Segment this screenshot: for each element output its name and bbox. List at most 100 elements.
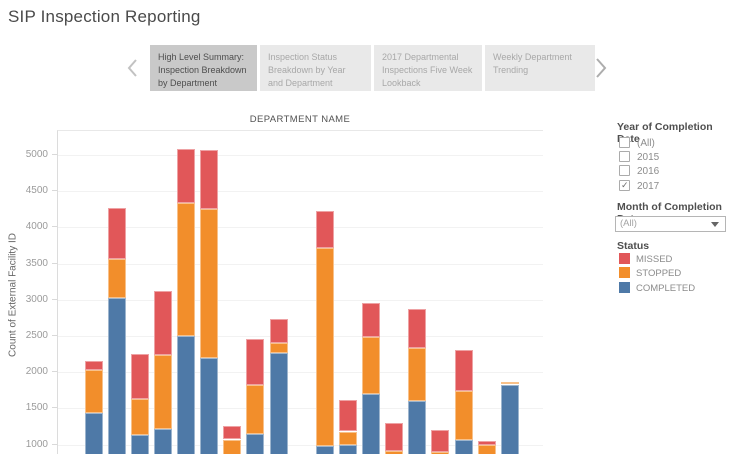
bar-segment-stopped[interactable] [385, 451, 404, 454]
bar-segment-stopped[interactable] [107, 259, 126, 299]
bar-slot-15 [408, 131, 427, 454]
bar-segment-missed[interactable] [385, 422, 404, 452]
bar-segment-missed[interactable] [408, 308, 427, 348]
bar-slot-7 [223, 131, 242, 454]
bar-segment-completed[interactable] [177, 336, 195, 454]
gridline [58, 155, 543, 156]
stopped-color-swatch-icon [619, 267, 630, 278]
tab-2017-five-week-lookback[interactable]: 2017 Departmental Inspections Five Week … [374, 45, 482, 91]
bar-segment-stopped[interactable] [500, 382, 519, 385]
year-filter-title: Year of Completion Date [617, 121, 713, 145]
gridline [58, 191, 543, 193]
bar-segment-missed[interactable] [200, 149, 219, 210]
checkbox-icon[interactable] [619, 180, 630, 191]
bar-slot-1 [84, 131, 103, 454]
y-tick-mark [52, 443, 57, 445]
prev-tab-chevron-icon[interactable] [126, 58, 139, 78]
bar-segment-stopped[interactable] [84, 370, 103, 413]
bar-slot-11 [315, 131, 334, 454]
missed-color-swatch-icon [619, 253, 630, 264]
bar-segment-stopped[interactable] [246, 385, 265, 434]
bar-segment-stopped[interactable] [177, 202, 195, 336]
bar-segment-completed[interactable] [130, 435, 149, 454]
bar-segment-missed[interactable] [177, 149, 195, 203]
tab-high-level-summary[interactable]: High Level Summary: Inspection Breakdown… [150, 45, 257, 91]
gridline [58, 444, 543, 446]
legend-label: STOPPED [636, 268, 682, 279]
legend-label: COMPLETED [636, 283, 696, 294]
bar-segment-missed[interactable] [431, 430, 450, 452]
bar-segment-missed[interactable] [246, 338, 265, 386]
bar-segment-missed[interactable] [223, 425, 242, 440]
bar-segment-missed[interactable] [315, 210, 334, 249]
bar-segment-stopped[interactable] [315, 248, 334, 447]
bar-segment-stopped[interactable] [338, 431, 357, 446]
gridline [58, 299, 543, 301]
bar-segment-stopped[interactable] [408, 347, 427, 402]
tab-label: 2017 Departmental Inspections Five Week … [382, 52, 473, 89]
y-tick-mark [52, 154, 57, 155]
bar-segment-completed[interactable] [84, 412, 103, 454]
bar-segment-missed[interactable] [269, 318, 288, 344]
bar-segment-completed[interactable] [315, 446, 334, 454]
bar-segment-completed[interactable] [500, 384, 519, 454]
bar-segment-completed[interactable] [200, 357, 219, 454]
bar-segment-missed[interactable] [84, 361, 103, 370]
tab-weekly-department-trending[interactable]: Weekly Department Trending [485, 45, 595, 91]
bar-segment-completed[interactable] [269, 352, 288, 454]
bar-segment-missed[interactable] [477, 441, 496, 445]
bar-segment-stopped[interactable] [223, 439, 242, 454]
bar-segment-stopped[interactable] [200, 209, 219, 358]
bar-segment-completed[interactable] [153, 428, 172, 454]
gridline [58, 408, 543, 410]
checkbox-label: 2016 [637, 166, 660, 177]
y-tick-mark [52, 371, 57, 373]
chart-title: DEPARTMENT NAME [249, 114, 351, 125]
bar-segment-completed[interactable] [362, 393, 381, 454]
dropdown-value: (All) [620, 218, 637, 229]
bar-segment-stopped[interactable] [362, 337, 381, 394]
y-tick-label: 4000 [25, 221, 48, 233]
y-tick-label: 3500 [25, 257, 48, 269]
checkbox-icon[interactable] [619, 165, 630, 176]
bar-segment-missed[interactable] [454, 349, 473, 391]
bar-slot-9 [269, 131, 288, 454]
y-tick-mark [52, 226, 57, 228]
bar-segment-completed[interactable] [246, 433, 265, 454]
y-tick-mark [52, 298, 57, 300]
bar-slot-6 [200, 131, 219, 454]
bar-slot-5 [177, 131, 195, 454]
bar-segment-stopped[interactable] [454, 391, 473, 441]
checkbox-icon[interactable] [619, 137, 630, 148]
bar-segment-completed[interactable] [454, 440, 473, 454]
bar-segment-missed[interactable] [107, 207, 126, 260]
bar-segment-stopped[interactable] [269, 343, 288, 353]
bar-segment-stopped[interactable] [477, 444, 496, 454]
bar-segment-completed[interactable] [107, 298, 126, 454]
y-tick-mark [52, 262, 57, 264]
bar-segment-missed[interactable] [130, 354, 149, 399]
bar-slot-12 [338, 131, 357, 454]
bar-segment-stopped[interactable] [431, 451, 450, 454]
y-tick-mark [52, 190, 57, 192]
y-tick-mark [52, 407, 57, 409]
next-tab-chevron-icon[interactable] [593, 57, 608, 79]
month-filter-dropdown[interactable]: (All) [615, 216, 726, 232]
bar-segment-stopped[interactable] [130, 399, 149, 436]
stacked-bar-plot [57, 130, 543, 454]
bar-segment-missed[interactable] [362, 303, 381, 338]
checkbox-label: 2015 [637, 152, 660, 163]
bar-segment-completed[interactable] [408, 401, 427, 454]
checkbox-icon[interactable] [619, 151, 630, 162]
bar-segment-completed[interactable] [338, 445, 357, 454]
y-tick-label: 4500 [25, 185, 48, 197]
tab-label: Weekly Department Trending [493, 52, 572, 76]
y-tick-mark [52, 335, 57, 336]
bar-segment-stopped[interactable] [153, 354, 172, 429]
bar-segment-missed[interactable] [153, 291, 172, 355]
bar-slot-16 [431, 131, 450, 454]
tab-inspection-status-breakdown[interactable]: Inspection Status Breakdown by Year and … [260, 45, 371, 91]
gridline [58, 263, 543, 265]
bar-segment-missed[interactable] [338, 400, 357, 432]
